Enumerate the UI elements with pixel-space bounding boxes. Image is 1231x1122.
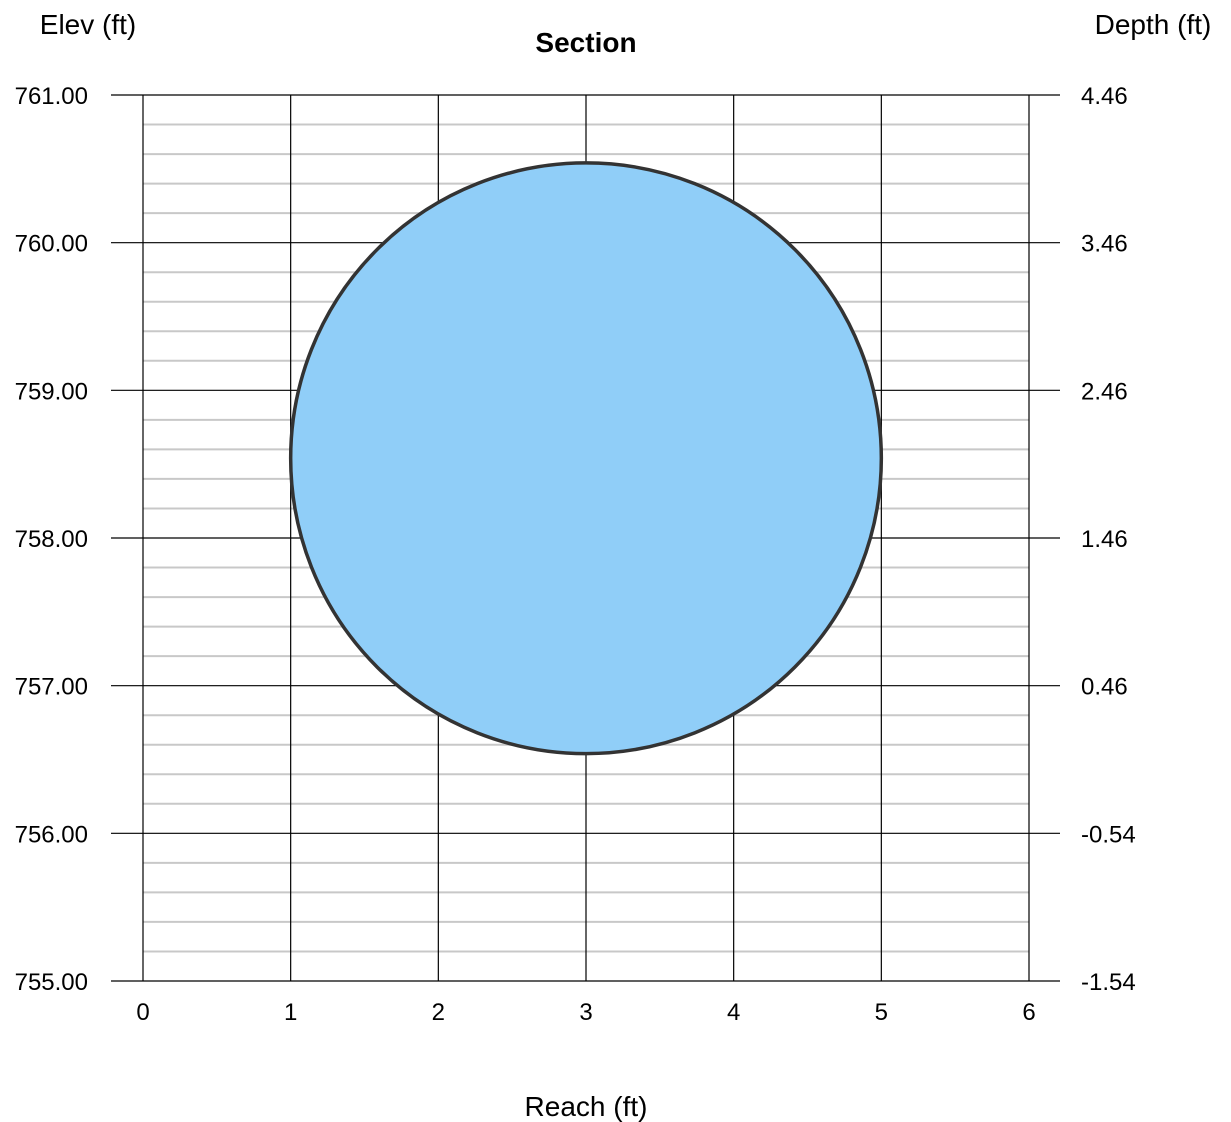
pipe-circle	[288, 161, 884, 756]
x-tick-label: 0	[136, 999, 149, 1026]
elev-tick-label: 755.00	[15, 969, 88, 996]
depth-tick-label: -1.54	[1081, 969, 1136, 996]
depth-tick-label: 1.46	[1081, 526, 1128, 553]
x-tick-label: 4	[727, 999, 740, 1026]
depth-tick-labels: -1.54 -0.54 0.46 1.46 2.46 3.46 4.46	[1081, 83, 1136, 996]
elev-tick-labels: 755.00 756.00 757.00 758.00 759.00 760.00 761.…	[15, 83, 88, 996]
chart-title: Section	[535, 27, 636, 58]
elev-tick-label: 757.00	[15, 674, 88, 701]
x-axis-title: Reach (ft)	[525, 1091, 648, 1122]
axis-tick-marks	[111, 94, 1060, 982]
elev-tick-label: 759.00	[15, 378, 88, 405]
x-tick-label: 2	[432, 999, 445, 1026]
x-tick-label: 6	[1022, 999, 1035, 1026]
depth-tick-label: 0.46	[1081, 674, 1128, 701]
depth-tick-label: 3.46	[1081, 231, 1128, 258]
elev-tick-label: 758.00	[15, 526, 88, 553]
pipe-section	[288, 161, 884, 756]
x-tick-label: 1	[284, 999, 297, 1026]
x-tick-label: 5	[875, 999, 888, 1026]
depth-tick-label: 2.46	[1081, 378, 1128, 405]
elev-tick-label: 760.00	[15, 231, 88, 258]
elev-tick-label: 756.00	[15, 821, 88, 848]
x-tick-labels: 0 1 2 3 4 5 6	[136, 999, 1035, 1026]
right-axis-title: Depth (ft)	[1095, 9, 1212, 40]
depth-tick-label: -0.54	[1081, 821, 1136, 848]
x-tick-label: 3	[579, 999, 592, 1026]
left-axis-title: Elev (ft)	[40, 9, 136, 40]
elev-tick-label: 761.00	[15, 83, 88, 110]
depth-tick-label: 4.46	[1081, 83, 1128, 110]
